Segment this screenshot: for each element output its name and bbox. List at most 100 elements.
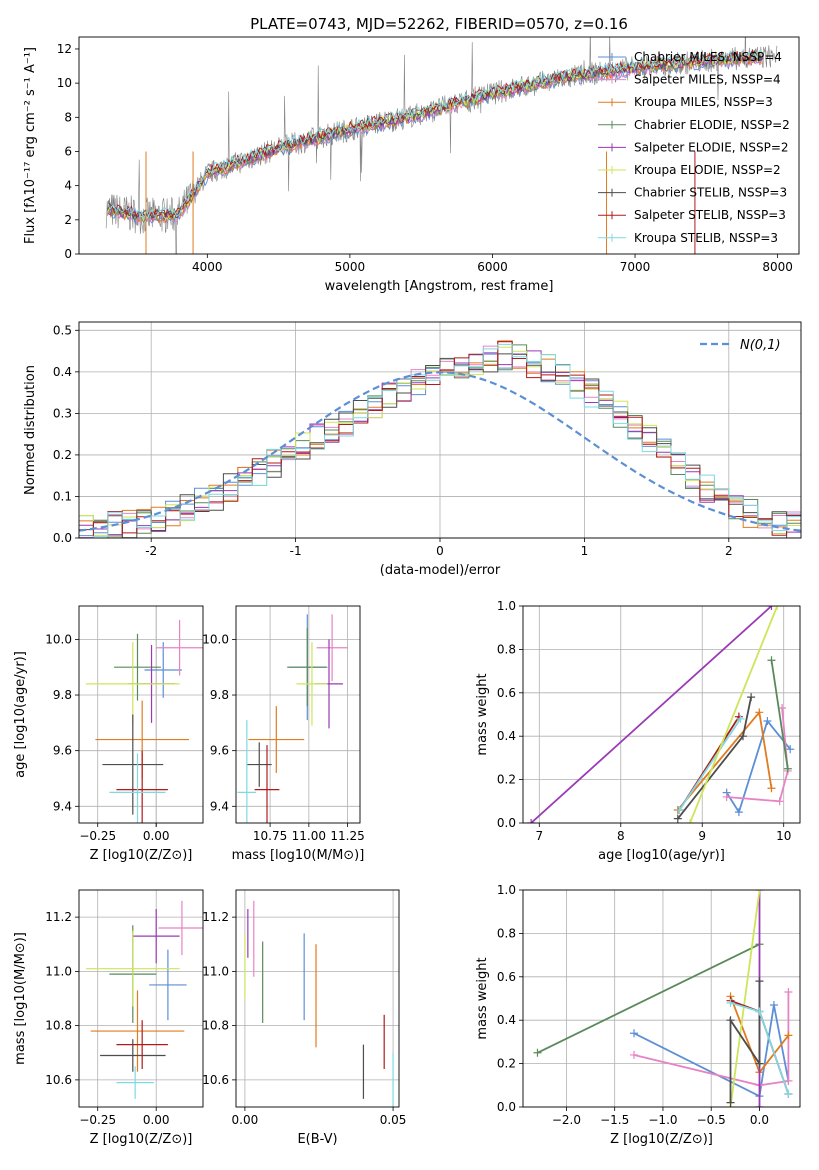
legend-label: Chabrier ELODIE, NSSP=2 — [634, 118, 790, 132]
y-tick-label: 9.6 — [210, 744, 229, 758]
mass_vs_Z-ylabel: mass [log10(M/M⊙)] — [13, 932, 28, 1065]
weight-marker — [629, 1050, 638, 1059]
weight-marker — [784, 987, 793, 996]
age_vs_Z-frame — [78, 605, 204, 824]
y-tick-label: 10.8 — [45, 1019, 72, 1033]
age_vs_mass-axes: 10.75 11.00 11.25 9.4 9.6 9.8 10.0 — [202, 606, 365, 843]
x-tick-label: 0.0 — [750, 1113, 769, 1127]
residuals-frame — [78, 321, 802, 539]
x-tick-label: −0.5 — [697, 1113, 726, 1127]
y-tick-label: 9.4 — [53, 799, 72, 813]
y-tick-label: 2 — [64, 213, 72, 227]
gaussian-legend-label: N(0,1) — [740, 338, 781, 353]
weight-marker — [738, 732, 747, 741]
spectrum-ylabel: Flux [fλ10⁻¹⁷ erg cm⁻² s⁻¹ A⁻¹] — [23, 47, 38, 244]
x-tick-label: 2 — [725, 544, 733, 558]
x-tick-label: 8000 — [762, 260, 793, 274]
x-tick-label: 10 — [776, 829, 791, 843]
y-tick-label: 12 — [57, 42, 72, 56]
y-tick-label: 10.0 — [202, 632, 229, 646]
legend-label: Kroupa STELIB, NSSP=3 — [634, 231, 778, 245]
weight-marker — [747, 693, 756, 702]
x-tick-label: 5000 — [335, 260, 366, 274]
weight-marker — [773, 606, 782, 610]
weight-marker — [784, 1076, 793, 1085]
x-tick-label: 7000 — [620, 260, 651, 274]
mass_vs_Z-plot — [86, 900, 203, 1099]
y-tick-label: 0.2 — [497, 773, 516, 787]
y-tick-label: 0.8 — [497, 642, 516, 656]
age_vs_mass-xlabel: mass [log10(M/M⊙)] — [232, 848, 365, 863]
spectrum-plot — [105, 37, 778, 254]
x-tick-label: 4000 — [192, 260, 223, 274]
weight-marker — [767, 606, 776, 610]
mass_vs_Z-axes: −0.25 0.00 10.6 10.8 11.0 11.2 — [45, 890, 203, 1127]
x-tick-label: 6000 — [477, 260, 508, 274]
gaussian-curve — [79, 371, 801, 532]
mass_weight_age-xlabel: age [log10(age/yr)] — [598, 848, 725, 863]
weight-marker — [755, 708, 764, 717]
y-tick-label: 10.0 — [45, 632, 72, 646]
weight-marker — [763, 717, 772, 726]
y-tick-label: 1.0 — [497, 599, 516, 613]
legend-label: Kroupa MILES, NSSP=3 — [634, 95, 773, 109]
weight-line-chabrier-miles — [725, 719, 791, 815]
x-tick-label: 0.05 — [380, 1113, 407, 1127]
x-tick-label: 1 — [581, 544, 589, 558]
weight-line-salpeter-miles — [726, 707, 789, 803]
model-line-kroupa-elodie — [107, 49, 764, 222]
mass_weight_Z-axes: −2.0 −1.5 −1.0 −0.5 0.0 0.0 0.2 0.4 0.6 0.8 1.0 — [497, 883, 800, 1127]
weight-line-kroupa-elodie — [689, 606, 779, 823]
y-tick-label: 0.6 — [497, 970, 516, 984]
weight-marker — [783, 764, 792, 773]
y-tick-label: 0.3 — [53, 406, 72, 420]
y-tick-label: 0.4 — [53, 365, 72, 379]
x-tick-label: −1.5 — [600, 1113, 629, 1127]
x-tick-label: 0.00 — [232, 1113, 259, 1127]
y-tick-label: 9.4 — [210, 799, 229, 813]
weight-marker — [755, 1007, 764, 1016]
y-tick-label: 0.2 — [53, 448, 72, 462]
weight-marker — [726, 1016, 735, 1025]
x-tick-label: −1.0 — [648, 1113, 677, 1127]
age_vs_mass-plot — [237, 614, 348, 823]
weight-marker — [755, 1059, 764, 1068]
spectrum-xlabel: wavelength [Angstrom, rest frame] — [325, 279, 554, 294]
mass_vs_ebv-plot — [244, 900, 394, 1107]
x-tick-label: −2.0 — [552, 1113, 581, 1127]
y-tick-label: 1.0 — [497, 883, 516, 897]
mass_vs_Z-xlabel: Z [log10(Z/Z⊙)] — [90, 1132, 193, 1147]
y-tick-label: 0.0 — [497, 816, 516, 830]
mass_vs_ebv-xlabel: E(B-V) — [297, 1132, 337, 1147]
weight-marker — [755, 1103, 764, 1107]
mass_vs_ebv-frame — [235, 889, 400, 1108]
age_vs_mass-frame — [235, 605, 361, 824]
weight-marker — [686, 819, 695, 823]
weight-marker — [629, 1029, 638, 1038]
x-tick-label: 0.00 — [143, 829, 170, 843]
x-tick-label: 0.00 — [143, 1113, 170, 1127]
y-tick-label: 0.0 — [497, 1100, 516, 1114]
y-tick-label: 10.6 — [45, 1073, 72, 1087]
weight-line-chabrier-stelib — [729, 981, 761, 1103]
x-tick-label: 7 — [535, 829, 543, 843]
model-line-kroupa-stelib — [107, 49, 764, 219]
y-tick-label: 0.6 — [497, 686, 516, 700]
weight-line-salpeter-elodie — [530, 606, 773, 823]
y-tick-label: 9.8 — [53, 688, 72, 702]
x-tick-label: 9 — [698, 829, 706, 843]
weight-line-chabrier-elodie — [770, 660, 789, 769]
y-tick-label: 0.4 — [497, 1013, 516, 1027]
residuals-xlabel: (data-model)/error — [380, 563, 501, 578]
y-tick-label: 11.0 — [202, 964, 229, 978]
weight-marker — [755, 890, 764, 894]
age_vs_Z-axes: −0.25 0.00 9.4 9.6 9.8 10.0 — [45, 606, 203, 843]
mass_weight_Z-plot — [533, 890, 793, 1107]
weight-marker — [784, 1031, 793, 1040]
y-tick-label: 11.2 — [202, 910, 229, 924]
y-tick-label: 0.4 — [497, 729, 516, 743]
x-tick-label: 11.00 — [292, 829, 326, 843]
x-tick-label: 0 — [436, 544, 444, 558]
age_vs_Z-plot — [86, 619, 203, 823]
mass_weight_Z-ylabel: mass weight — [475, 957, 490, 1039]
